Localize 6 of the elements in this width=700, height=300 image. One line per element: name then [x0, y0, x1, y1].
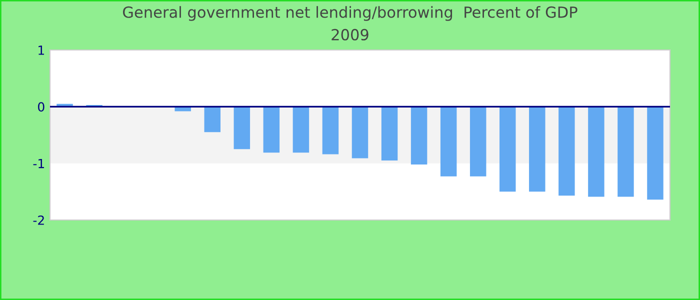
y-tick-label: -2 — [33, 215, 44, 225]
chart-subtitle: 2009 — [332, 28, 368, 40]
chart-title: General government net lending/borrowing Percent of GDP — [123, 6, 578, 21]
y-tick-label: 0 — [38, 102, 44, 112]
y-tick-label: 1 — [38, 46, 44, 55]
y-tick-label: -1 — [33, 158, 44, 168]
